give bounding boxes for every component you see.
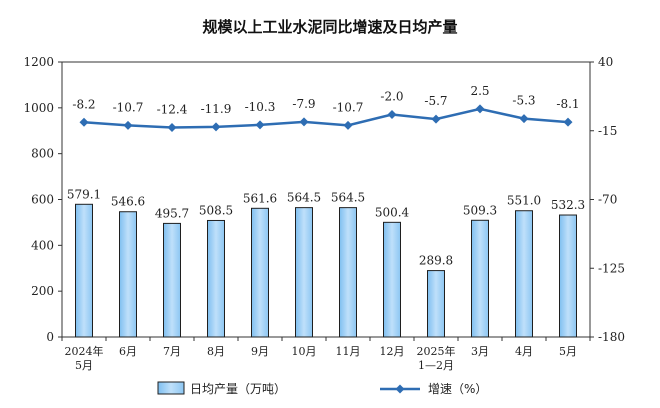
y-right-tick-label: -125 <box>598 261 625 275</box>
x-tick-label: 12月 <box>380 345 405 358</box>
bar <box>471 219 489 338</box>
line-point <box>79 117 89 127</box>
line-point <box>387 110 397 119</box>
x-tick-label: 3月 <box>471 345 489 358</box>
line-point <box>343 120 353 130</box>
bars-group: 579.1 546.6 495.7 508.5 561.6 564.5 564.5 500.4… <box>67 187 585 338</box>
bar-value-label: 532.3 <box>551 198 585 212</box>
x-tick-label: 6月 <box>119 345 137 358</box>
y-right-tick-label: 40 <box>598 55 613 69</box>
line-point <box>167 123 177 132</box>
y-left-tick-label: 0 <box>46 330 54 344</box>
axes: 0 200 400 600 800 1000 1200 -180 -125 -70 -15 40 202… <box>23 55 625 372</box>
x-tick-label: 10月 <box>292 345 317 358</box>
legend-label-bar: 日均产量（万吨） <box>190 382 286 396</box>
line-point <box>255 120 265 130</box>
line-value-label: -8.1 <box>556 97 579 111</box>
bar <box>163 222 181 338</box>
y-right-tick-label: -180 <box>598 330 625 344</box>
bar-value-label: 564.5 <box>287 191 321 205</box>
y-left-tick-label: 800 <box>31 147 54 161</box>
legend: 日均产量（万吨） 增速（%） <box>157 381 487 396</box>
growth-line <box>83 107 569 129</box>
bar <box>559 214 577 338</box>
line-value-label: -8.2 <box>72 97 95 111</box>
bar-value-label: 289.8 <box>419 254 453 268</box>
line-value-label: -10.7 <box>113 100 144 114</box>
line-point <box>519 114 529 124</box>
line-value-label: -5.3 <box>512 94 535 108</box>
line-value-label: -11.9 <box>201 102 232 116</box>
bar-value-label: 546.6 <box>111 195 145 209</box>
legend-swatch-bar <box>157 381 185 395</box>
x-tick-label: 5月 <box>559 345 577 358</box>
bar <box>251 207 269 338</box>
line-point <box>299 117 309 127</box>
x-tick-label: 11月 <box>336 345 361 358</box>
x-tick-label: 2025年 1—2月 <box>417 344 456 372</box>
line-group: -8.2 -10.7 -12.4 -11.9 -10.3 -7.9 -10.7 -2.0 -5.… <box>72 84 580 132</box>
bar <box>339 207 357 338</box>
bar-value-label: 579.1 <box>67 187 101 201</box>
y-left-tick-label: 1200 <box>23 55 54 69</box>
bar-value-label: 564.5 <box>331 191 365 205</box>
line-value-label: -2.0 <box>380 90 403 104</box>
y-right-tick-label: -15 <box>598 124 617 138</box>
line-value-label: -7.9 <box>292 97 315 111</box>
legend-label-line: 增速（%） <box>428 382 487 396</box>
bar <box>427 270 445 338</box>
x-tick-label: 2024年 5月 <box>65 344 104 372</box>
bar-value-label: 495.7 <box>155 206 189 220</box>
line-point <box>431 114 441 124</box>
chart-title: 规模以上工业水泥同比增速及日均产量 <box>202 18 457 36</box>
line-point <box>123 120 133 130</box>
line-value-label: -5.7 <box>424 94 447 108</box>
bar <box>295 207 313 338</box>
bar <box>119 211 137 338</box>
x-tick-label: 4月 <box>515 345 533 358</box>
x-tick-label: 9月 <box>251 345 269 358</box>
bar <box>207 219 225 338</box>
bar-value-label: 509.3 <box>463 203 497 217</box>
legend-swatch-marker <box>395 384 405 394</box>
y-right-tick-label: -70 <box>598 193 617 207</box>
line-point <box>211 122 221 132</box>
y-left-tick-label: 400 <box>31 238 54 252</box>
y-left-tick-label: 600 <box>31 193 54 207</box>
line-value-label: -10.7 <box>333 100 364 114</box>
x-tick-label: 7月 <box>163 345 181 358</box>
x-tick-label: 8月 <box>207 345 225 358</box>
bar <box>383 221 401 338</box>
bar <box>75 203 93 338</box>
line-point <box>475 104 485 114</box>
bar-value-label: 561.6 <box>243 191 277 205</box>
line-value-label: -12.4 <box>157 103 188 117</box>
bar-value-label: 500.4 <box>375 205 410 219</box>
line-value-label: 2.5 <box>470 84 489 98</box>
line-value-label: -10.3 <box>245 100 276 114</box>
y-left-tick-label: 1000 <box>23 101 54 115</box>
bar-value-label: 551.0 <box>507 194 541 208</box>
bar-value-label: 508.5 <box>199 203 233 217</box>
bar <box>515 210 533 338</box>
y-left-tick-label: 200 <box>31 284 54 298</box>
line-point <box>563 117 573 127</box>
